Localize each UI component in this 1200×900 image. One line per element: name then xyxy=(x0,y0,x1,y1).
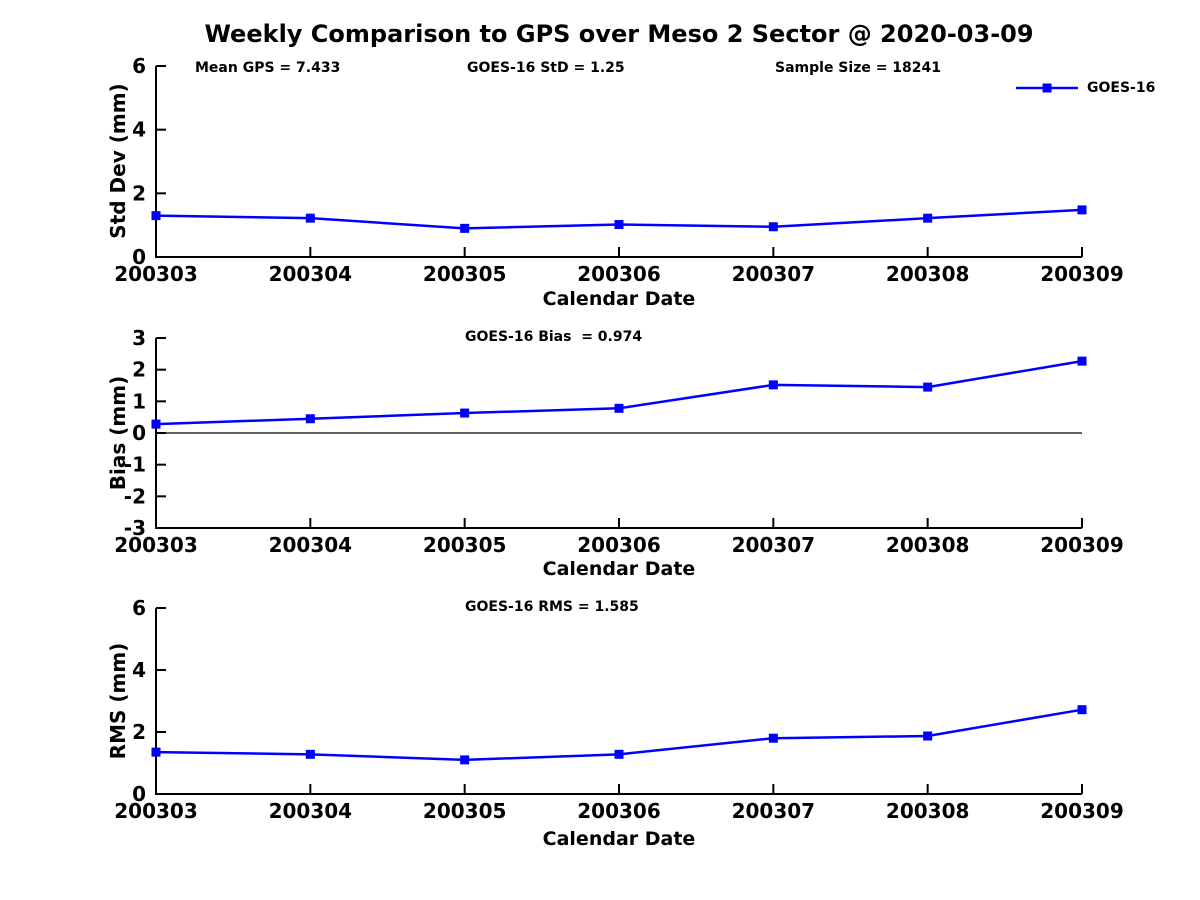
svg-text:4: 4 xyxy=(132,118,146,142)
bias-x-axis-label: Calendar Date xyxy=(542,558,696,580)
svg-text:0: 0 xyxy=(132,421,146,445)
svg-text:1: 1 xyxy=(132,389,146,413)
legend-label: GOES-16 xyxy=(1087,80,1156,96)
svg-text:200307: 200307 xyxy=(732,533,816,557)
svg-text:200309: 200309 xyxy=(1040,799,1124,823)
svg-text:200303: 200303 xyxy=(114,799,198,823)
svg-text:200306: 200306 xyxy=(577,262,661,286)
svg-text:200306: 200306 xyxy=(577,799,661,823)
svg-text:200308: 200308 xyxy=(886,799,970,823)
svg-text:200308: 200308 xyxy=(886,262,970,286)
svg-text:200309: 200309 xyxy=(1040,533,1124,557)
svg-text:200303: 200303 xyxy=(114,262,198,286)
svg-text:2: 2 xyxy=(132,720,146,744)
svg-text:200307: 200307 xyxy=(732,262,816,286)
stddev-chart: 0 2 4 6 200303 200304 200305 200306 200307 200308… xyxy=(114,54,1124,286)
legend: GOES-16 xyxy=(1016,80,1155,96)
svg-text:6: 6 xyxy=(132,596,146,620)
stat-sample-size: Sample Size = 18241 xyxy=(775,60,942,76)
svg-text:200307: 200307 xyxy=(732,799,816,823)
svg-text:200304: 200304 xyxy=(269,262,353,286)
bias-annotation: GOES-16 Bias = 0.974 xyxy=(465,329,643,345)
svg-text:6: 6 xyxy=(132,54,146,78)
svg-text:2: 2 xyxy=(132,358,146,382)
svg-text:200304: 200304 xyxy=(269,533,353,557)
rms-chart: 0 2 4 6 200303 200304 200305 200306 200307 200308… xyxy=(114,596,1124,823)
svg-text:200306: 200306 xyxy=(577,533,661,557)
svg-text:-2: -2 xyxy=(124,484,146,508)
svg-text:4: 4 xyxy=(132,658,146,682)
rms-annotation: GOES-16 RMS = 1.585 xyxy=(465,599,639,615)
bias-chart: -3 -2 -1 0 1 2 3 200303 200304 200305 200306 200307… xyxy=(114,326,1124,557)
svg-text:0: 0 xyxy=(132,782,146,806)
svg-text:200305: 200305 xyxy=(423,533,507,557)
svg-text:-3: -3 xyxy=(124,516,146,540)
svg-text:200309: 200309 xyxy=(1040,262,1124,286)
stat-mean-gps: Mean GPS = 7.433 xyxy=(195,60,341,76)
page-title: Weekly Comparison to GPS over Meso 2 Sec… xyxy=(204,20,1034,48)
svg-text:200305: 200305 xyxy=(423,799,507,823)
rms-x-axis-label: Calendar Date xyxy=(542,828,696,850)
svg-text:0: 0 xyxy=(132,245,146,269)
svg-text:200308: 200308 xyxy=(886,533,970,557)
svg-text:200303: 200303 xyxy=(114,533,198,557)
stddev-x-axis-label: Calendar Date xyxy=(542,288,696,310)
stat-goes16-std: GOES-16 StD = 1.25 xyxy=(467,60,625,76)
svg-text:2: 2 xyxy=(132,181,146,205)
legend-line-marker-icon xyxy=(1016,83,1078,93)
svg-text:3: 3 xyxy=(132,326,146,350)
svg-text:-1: -1 xyxy=(124,453,146,477)
svg-text:200304: 200304 xyxy=(269,799,353,823)
svg-text:200305: 200305 xyxy=(423,262,507,286)
